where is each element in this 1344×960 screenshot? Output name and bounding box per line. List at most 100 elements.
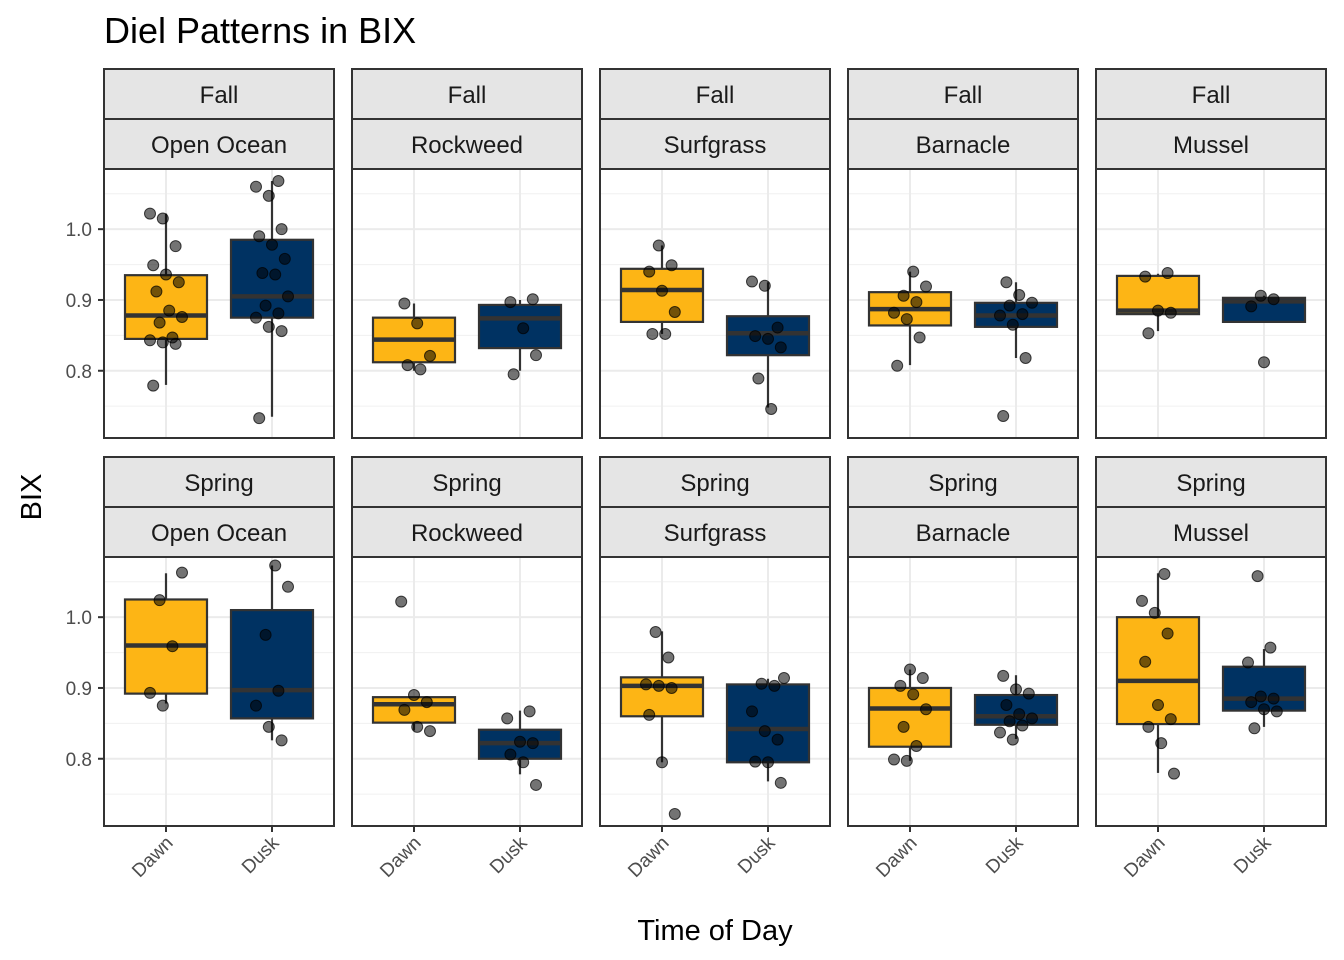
data-point [920,703,932,716]
data-point [176,566,188,579]
data-point [755,677,768,690]
data-point [1016,308,1029,321]
data-point [1139,270,1152,283]
data-point [401,359,414,372]
data-point [250,311,262,324]
data-point [523,705,536,718]
x-tick-label: Dusk [1230,832,1276,878]
data-point [916,672,929,685]
data-point [749,330,762,343]
data-point [408,689,420,702]
panel-border [847,168,1079,439]
site-label: Barnacle [916,132,1011,159]
data-point [659,327,672,340]
data-point [900,313,913,326]
data-point [913,331,926,344]
site-strip [1095,118,1327,170]
x-tick-label: Dusk [982,832,1028,878]
data-point [398,703,411,716]
x-tick-label: Dawn [872,833,921,882]
data-point [652,679,665,692]
season-strip [847,68,1079,120]
facet-panel: Fall Open Ocean 0.8 0.9 1.0 [66,68,335,439]
data-point [652,239,665,252]
x-tick-label: Dawn [624,833,673,882]
data-point [147,259,160,272]
data-point [1258,703,1270,716]
data-point [1264,641,1277,654]
data-point [752,372,765,385]
data-point [640,678,652,691]
panel-border [847,556,1079,827]
facet-panel: Spring Rockweed Dawn Dusk [351,456,583,882]
data-point [1006,733,1019,746]
x-tick-label: Dawn [376,833,425,882]
y-tick-label: 0.8 [66,362,92,383]
data-point [1003,715,1016,728]
data-point [1248,722,1261,735]
data-point [758,725,771,738]
data-point [762,756,774,769]
data-point [1254,690,1267,703]
data-point [1164,306,1177,319]
data-point [891,359,904,372]
panel-border [103,556,335,827]
data-point [1254,289,1267,302]
site-strip [103,506,335,558]
y-tick-label: 1.0 [66,220,92,241]
site-strip [351,506,583,558]
panel-border [599,556,831,827]
data-point [1013,289,1026,302]
facet-panel: Fall Surfgrass [599,68,831,439]
data-point [1242,656,1254,669]
data-point [278,252,291,265]
data-point [1161,267,1174,280]
data-point [147,379,160,392]
data-point [526,293,539,306]
data-point [250,180,262,193]
data-point [275,325,288,338]
data-point [262,720,275,733]
data-point [517,756,530,769]
box-dusk [725,683,811,764]
data-point [900,754,913,767]
panel-border [1095,168,1327,439]
data-point [1139,655,1152,668]
data-point [275,223,288,236]
data-point [269,268,282,281]
data-point [1142,720,1155,733]
data-point [1016,719,1029,732]
data-point [643,265,656,278]
data-point [656,756,668,769]
x-tick-label: Dusk [238,832,284,878]
y-axis-title: BIX [16,474,48,521]
data-point [507,368,520,381]
data-point [897,720,910,733]
season-label: Spring [928,470,997,497]
data-point [774,341,787,354]
data-point [144,686,156,699]
data-point [156,699,169,712]
site-label: Surfgrass [664,132,767,159]
data-point [514,735,526,748]
data-point [668,807,681,820]
data-point [997,410,1010,423]
data-point [994,726,1006,739]
season-strip [1095,456,1327,508]
season-label: Fall [944,82,983,109]
site-strip [847,506,1079,558]
site-label: Mussel [1173,520,1249,547]
data-point [649,626,662,639]
facet-panel: Fall Barnacle [847,68,1079,439]
data-point [1270,705,1283,718]
panel-border [351,168,583,439]
y-tick-label: 0.9 [66,679,92,700]
data-point [771,321,784,334]
site-strip [103,118,335,170]
data-point [144,207,156,220]
data-point [662,651,675,664]
data-point [259,628,272,641]
data-point [1000,698,1013,711]
site-label: Rockweed [411,520,523,547]
